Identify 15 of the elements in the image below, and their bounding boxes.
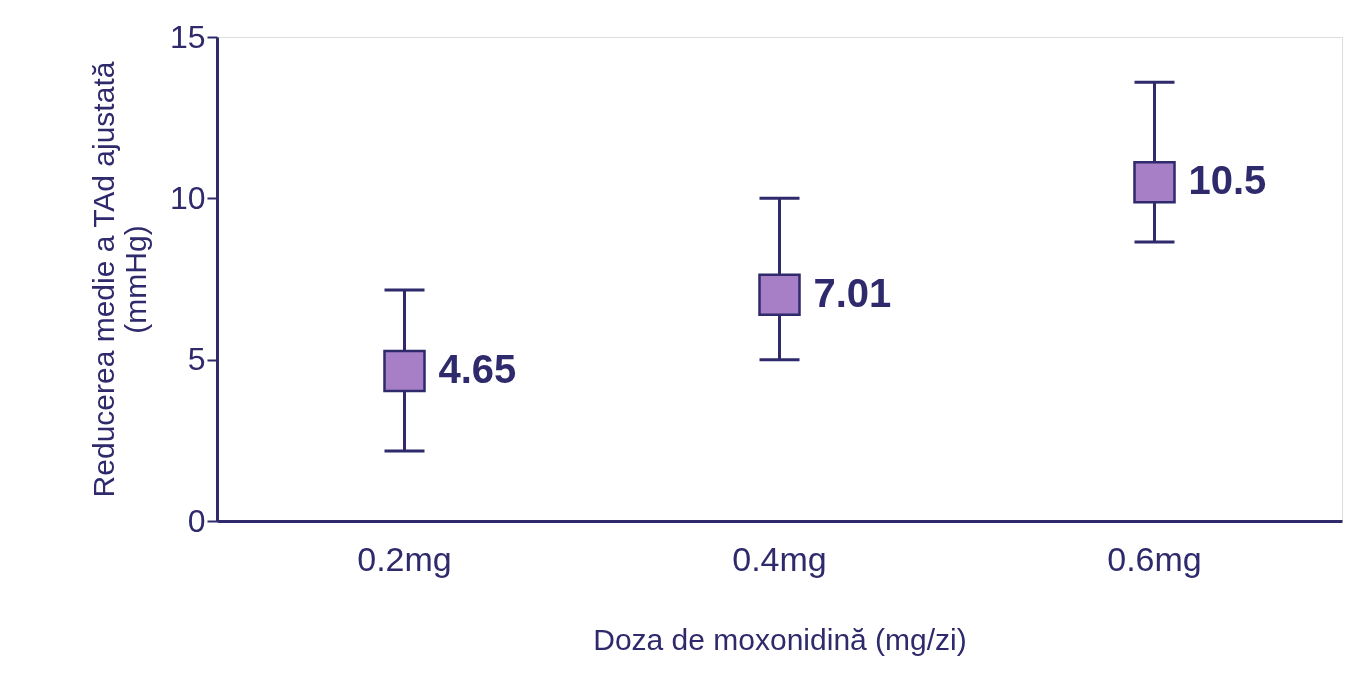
y-tick-label: 15 (169, 18, 206, 55)
point (1133, 160, 1176, 204)
y-axis-title: Reducerea medie a TAd ajustată (mmHg) (86, 61, 152, 498)
x-tick-label: 0.2mg (357, 539, 452, 578)
y-tick-label: 5 (187, 341, 206, 378)
data-label: 10.5 (1188, 158, 1267, 203)
y-tick-label: 0 (187, 502, 206, 539)
data-label: 7.01 (813, 270, 892, 315)
point (383, 349, 426, 393)
x-axis-title: Doza de moxonidină (mg/zi) (593, 622, 967, 656)
y-tick-label: 10 (169, 179, 206, 216)
x-tick-label: 0.6mg (1107, 539, 1202, 578)
x-tick-label: 0.4mg (732, 539, 827, 578)
point (758, 273, 801, 317)
data-label: 4.65 (438, 346, 517, 391)
